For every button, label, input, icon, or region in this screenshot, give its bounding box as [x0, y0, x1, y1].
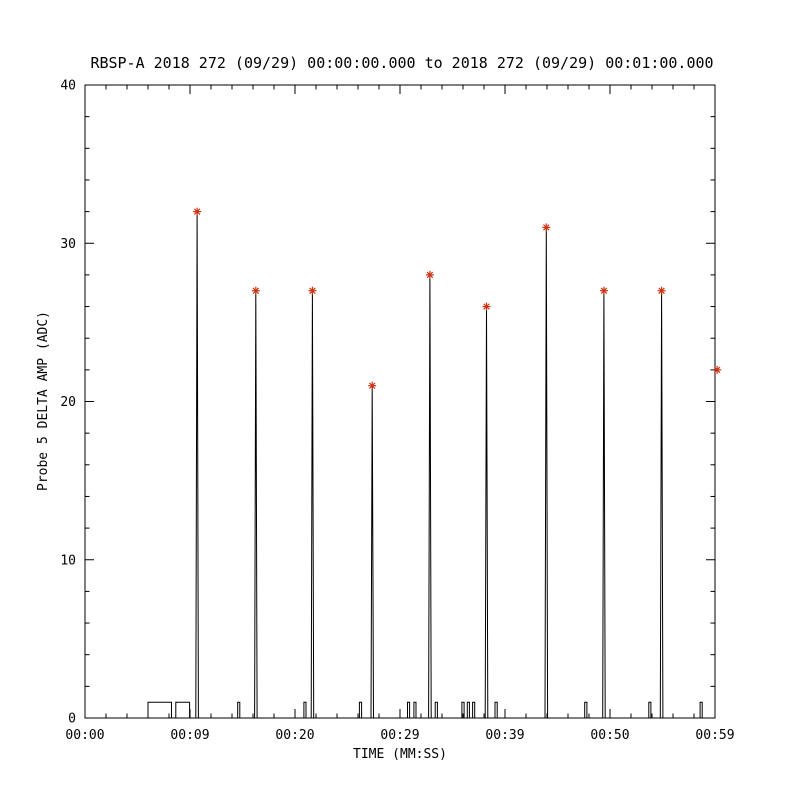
- x-axis-label: TIME (MM:SS): [353, 747, 447, 762]
- y-tick-label: 10: [60, 553, 76, 568]
- peak-marker: [425, 270, 434, 279]
- x-tick-label: 00:59: [695, 728, 734, 743]
- peak-marker: [482, 302, 491, 311]
- peak-marker: [542, 223, 551, 232]
- peak-markers: [193, 207, 722, 390]
- tick-labels: 00:00 00:09 00:20 00:29 00:39 00:50 00:59 0 10 20…: [60, 79, 734, 744]
- peak-marker: [193, 207, 202, 216]
- peak-marker: [599, 286, 608, 295]
- peak-marker: [657, 286, 666, 295]
- plot-title: RBSP-A 2018 272 (09/29) 00:00:00.000 to …: [90, 54, 713, 72]
- peak-marker: [713, 365, 722, 374]
- x-tick-label: 00:20: [275, 728, 314, 743]
- axes: [84, 84, 716, 719]
- y-tick-label: 20: [60, 395, 76, 410]
- x-tick-label: 00:50: [590, 728, 629, 743]
- y-tick-label: 40: [60, 79, 76, 94]
- y-tick-label: 30: [60, 237, 76, 252]
- signal-series: [85, 211, 715, 719]
- x-tick-label: 00:29: [380, 728, 419, 743]
- x-tick-label: 00:00: [65, 728, 104, 743]
- signal-line: [85, 211, 715, 719]
- y-tick-label: 0: [68, 712, 76, 727]
- x-tick-label: 00:39: [485, 728, 524, 743]
- peak-marker: [251, 286, 260, 295]
- peak-marker: [368, 381, 377, 390]
- x-tick-label: 00:09: [170, 728, 209, 743]
- peak-marker: [308, 286, 317, 295]
- y-axis-label: Probe 5 DELTA AMP (ADC): [36, 311, 51, 491]
